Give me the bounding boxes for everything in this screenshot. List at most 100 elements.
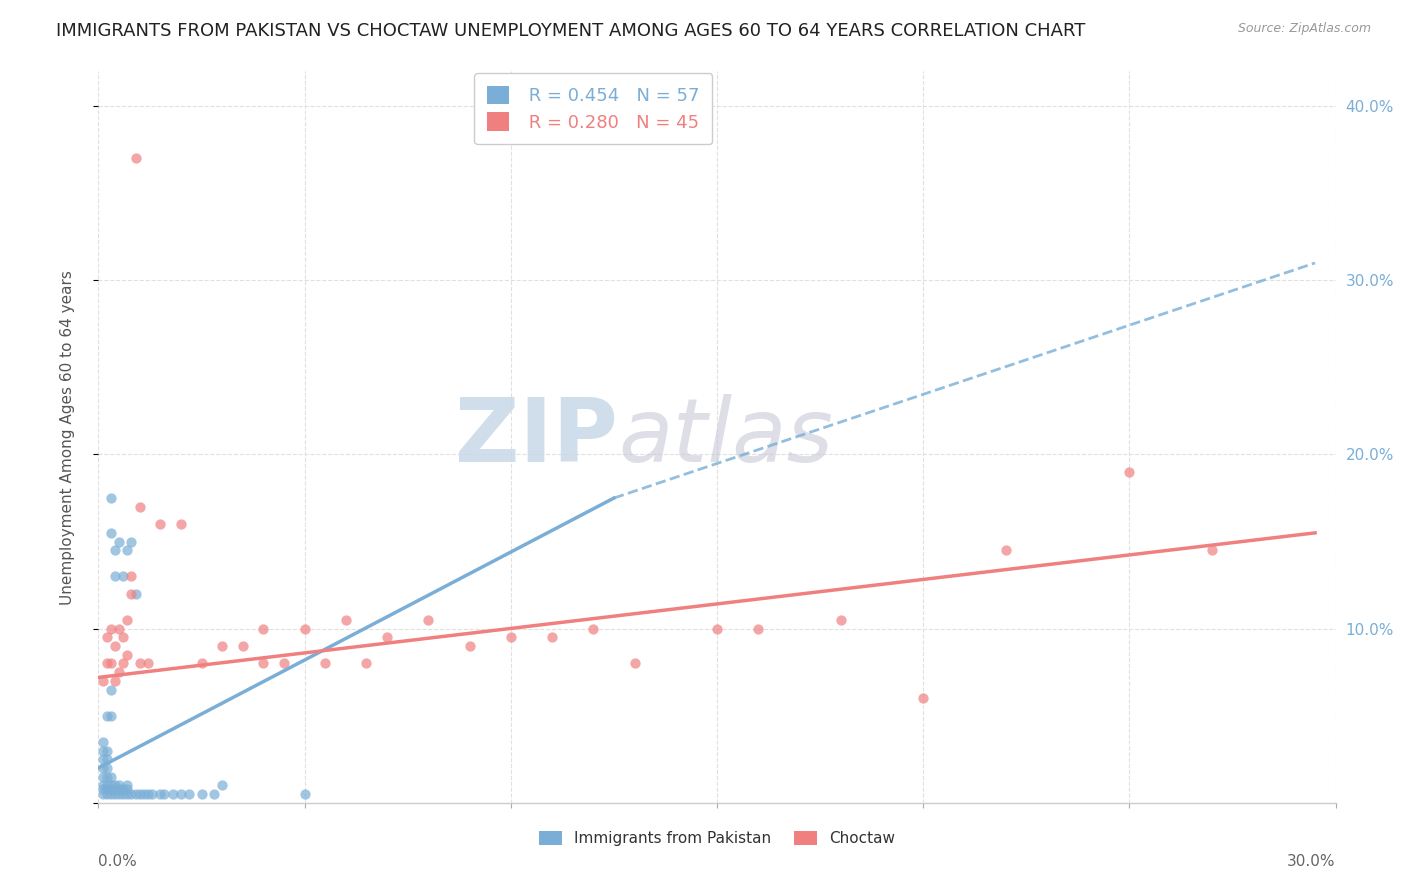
Point <box>356 657 378 671</box>
Point <box>108 622 131 636</box>
Point <box>120 787 142 801</box>
Point <box>91 778 114 792</box>
Point <box>96 752 118 766</box>
Point <box>232 639 254 653</box>
Point <box>124 152 146 166</box>
Point <box>104 543 127 558</box>
Point <box>100 657 122 671</box>
Point <box>117 778 139 792</box>
Point <box>117 781 139 796</box>
Point <box>149 517 172 532</box>
Point <box>120 534 142 549</box>
Point <box>124 587 146 601</box>
Point <box>117 648 139 662</box>
Point <box>96 631 118 645</box>
Text: ZIP: ZIP <box>456 393 619 481</box>
Point <box>211 639 233 653</box>
Point <box>91 752 114 766</box>
Point <box>335 613 357 627</box>
Point <box>458 639 481 653</box>
Point <box>128 657 150 671</box>
Point <box>128 787 150 801</box>
Point <box>96 781 118 796</box>
Point <box>830 613 852 627</box>
Point <box>108 534 131 549</box>
Point <box>108 787 131 801</box>
Point <box>117 613 139 627</box>
Y-axis label: Unemployment Among Ages 60 to 64 years: Unemployment Among Ages 60 to 64 years <box>60 269 75 605</box>
Point <box>112 569 135 583</box>
Point <box>91 673 114 688</box>
Point <box>100 787 122 801</box>
Point <box>96 708 118 723</box>
Point <box>202 787 225 801</box>
Point <box>100 525 122 540</box>
Point <box>273 657 295 671</box>
Point <box>117 787 139 801</box>
Point <box>706 622 728 636</box>
Point <box>112 787 135 801</box>
Point <box>120 587 142 601</box>
Point <box>124 787 146 801</box>
Point <box>96 770 118 784</box>
Point <box>141 787 163 801</box>
Point <box>91 735 114 749</box>
Point <box>149 787 172 801</box>
Point <box>108 781 131 796</box>
Text: Source: ZipAtlas.com: Source: ZipAtlas.com <box>1237 22 1371 36</box>
Point <box>128 500 150 514</box>
Point <box>100 778 122 792</box>
Point <box>418 613 440 627</box>
Point <box>91 743 114 757</box>
Point <box>96 761 118 775</box>
Point <box>994 543 1017 558</box>
Point <box>112 781 135 796</box>
Point <box>912 691 935 706</box>
Point <box>100 770 122 784</box>
Point <box>179 787 201 801</box>
Point <box>211 778 233 792</box>
Point <box>100 491 122 505</box>
Point <box>252 622 274 636</box>
Point <box>100 781 122 796</box>
Point <box>170 517 193 532</box>
Point <box>170 787 193 801</box>
Point <box>314 657 336 671</box>
Text: 30.0%: 30.0% <box>1288 854 1336 869</box>
Point <box>104 778 127 792</box>
Point <box>108 665 131 680</box>
Point <box>190 787 212 801</box>
Point <box>100 682 122 697</box>
Point <box>120 569 142 583</box>
Point <box>104 787 127 801</box>
Text: 0.0%: 0.0% <box>98 854 138 869</box>
Point <box>96 743 118 757</box>
Point <box>100 622 122 636</box>
Point <box>747 622 769 636</box>
Point <box>1118 465 1140 479</box>
Point <box>623 657 645 671</box>
Point <box>104 673 127 688</box>
Point <box>96 778 118 792</box>
Point <box>117 543 139 558</box>
Point <box>132 787 155 801</box>
Point <box>162 787 184 801</box>
Point <box>541 631 564 645</box>
Point <box>294 622 316 636</box>
Point <box>91 787 114 801</box>
Legend: Immigrants from Pakistan, Choctaw: Immigrants from Pakistan, Choctaw <box>531 823 903 854</box>
Point <box>112 631 135 645</box>
Text: IMMIGRANTS FROM PAKISTAN VS CHOCTAW UNEMPLOYMENT AMONG AGES 60 TO 64 YEARS CORRE: IMMIGRANTS FROM PAKISTAN VS CHOCTAW UNEM… <box>56 22 1085 40</box>
Point <box>91 770 114 784</box>
Point <box>375 631 398 645</box>
Point <box>153 787 176 801</box>
Point <box>582 622 605 636</box>
Point <box>104 569 127 583</box>
Point <box>294 787 316 801</box>
Point <box>104 781 127 796</box>
Point <box>100 708 122 723</box>
Point <box>190 657 212 671</box>
Point <box>91 781 114 796</box>
Point <box>1201 543 1223 558</box>
Point <box>136 657 159 671</box>
